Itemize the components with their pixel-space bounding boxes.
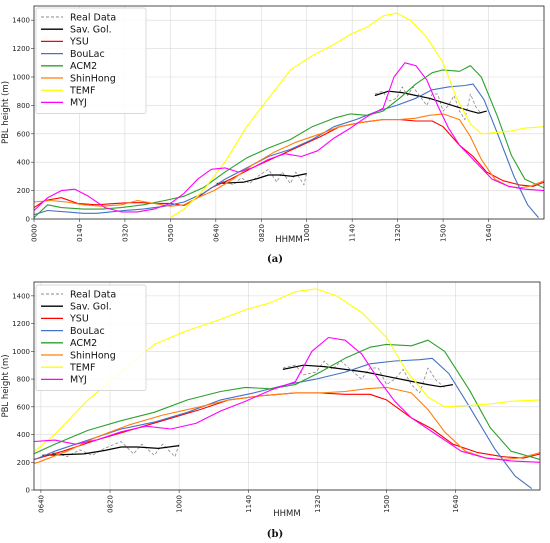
x-tick-label: 0820 xyxy=(107,495,115,513)
plot-frame xyxy=(33,281,541,491)
x-axis-label: HHMM xyxy=(275,235,302,245)
legend-entry: Real Data xyxy=(70,289,116,300)
legend-entry: MYJ xyxy=(70,375,87,386)
legend-entry: TEMF xyxy=(69,86,95,97)
chart-panel-b: 0 200 400 600 800 1000 1200 1400 0640 0820 1000 114… xyxy=(1,281,541,540)
y-tick-label: 400 xyxy=(17,159,30,167)
series-line-acm2 xyxy=(34,339,540,461)
y-tick-label: 0 xyxy=(26,216,30,224)
x-tick-label: 1640 xyxy=(485,224,493,242)
figure-caption: (a) xyxy=(267,254,283,265)
chart-panel-a: 0 200 400 600 800 1000 1200 1400 0000 0140 0320 050… xyxy=(1,5,545,265)
legend-entry: Sav. Gol. xyxy=(70,25,112,36)
x-axis-label: HHMM xyxy=(273,509,300,519)
legend-entry: Real Data xyxy=(70,12,116,23)
series-line-sav-gol- xyxy=(42,445,180,456)
y-tick-label: 800 xyxy=(17,102,30,110)
x-tick-label: 0500 xyxy=(167,224,175,242)
legend-entry: YSU xyxy=(69,314,89,325)
x-tick-label: 0320 xyxy=(121,224,129,242)
series-line-boulac xyxy=(34,83,539,218)
series-line-shinhong xyxy=(34,386,540,465)
legend-entry: YSU xyxy=(69,37,89,48)
legend-entry: BouLac xyxy=(70,326,105,337)
y-axis-label: PBL height (m) xyxy=(1,81,11,144)
y-tick-label: 1400 xyxy=(12,292,30,300)
x-tick-label: 0640 xyxy=(37,495,45,513)
y-axis-label: PBL height (m) xyxy=(1,354,11,417)
y-tick-label: 200 xyxy=(17,187,30,195)
y-tick-label: 400 xyxy=(17,431,30,439)
y-tick-label: 1200 xyxy=(12,320,30,328)
y-tick-label: 0 xyxy=(26,487,30,495)
series-line-sav-gol- xyxy=(374,90,487,114)
series-line-sav-gol- xyxy=(282,364,454,388)
series-group xyxy=(34,12,544,219)
series-line-myj xyxy=(34,336,540,463)
legend-entry: ShinHong xyxy=(70,73,116,84)
y-tick-label: 600 xyxy=(17,403,30,411)
x-tick-label: 1140 xyxy=(245,495,253,513)
series-line-real-data xyxy=(42,441,180,458)
x-tick-label: 1000 xyxy=(176,495,184,513)
y-tick-label: 1000 xyxy=(12,74,30,82)
x-tick-label: 1500 xyxy=(440,224,448,242)
x-tick-label: 1140 xyxy=(349,224,357,242)
plot-frame xyxy=(33,5,545,220)
legend-entry: Sav. Gol. xyxy=(70,302,112,313)
figure-caption: (b) xyxy=(267,529,283,540)
series-line-boulac xyxy=(34,357,533,490)
series-line-shinhong xyxy=(34,113,544,207)
legend-entry: TEMF xyxy=(69,363,95,374)
legend-box xyxy=(35,284,147,391)
legend-entry: ACM2 xyxy=(70,338,97,349)
y-tick-label: 200 xyxy=(17,459,30,467)
x-tick-label: 1000 xyxy=(303,224,311,242)
x-tick-label: 0820 xyxy=(258,224,266,242)
y-tick-label: 1000 xyxy=(12,348,30,356)
x-tick-label: 1320 xyxy=(394,224,402,242)
series-line-real-data xyxy=(216,168,308,186)
series-line-acm2 xyxy=(34,65,544,219)
y-tick-label: 1200 xyxy=(12,45,30,53)
series-line-myj xyxy=(34,62,544,213)
legend-entry: BouLac xyxy=(70,49,105,60)
x-tick-label: 0640 xyxy=(212,224,220,242)
series-line-ysu xyxy=(34,392,540,461)
y-tick-label: 800 xyxy=(17,376,30,384)
x-tick-label: 0000 xyxy=(31,224,39,242)
legend-entry: MYJ xyxy=(70,98,87,109)
series-line-temf xyxy=(170,12,544,219)
series-line-sav-gol- xyxy=(216,173,307,185)
x-tick-label: 1320 xyxy=(314,495,322,513)
legend-entry: ShinHong xyxy=(70,350,116,361)
series-line-temf xyxy=(34,288,540,453)
x-tick-label: 1500 xyxy=(383,495,391,513)
y-tick-label: 600 xyxy=(17,130,30,138)
legend-box xyxy=(35,7,147,114)
series-line-ysu xyxy=(34,119,544,209)
x-tick-label: 1640 xyxy=(452,495,460,513)
series-line-real-data xyxy=(282,360,445,394)
legend-entry: ACM2 xyxy=(70,61,97,72)
series-group xyxy=(34,288,540,490)
x-tick-label: 0140 xyxy=(76,224,84,242)
y-tick-label: 1400 xyxy=(12,17,30,25)
